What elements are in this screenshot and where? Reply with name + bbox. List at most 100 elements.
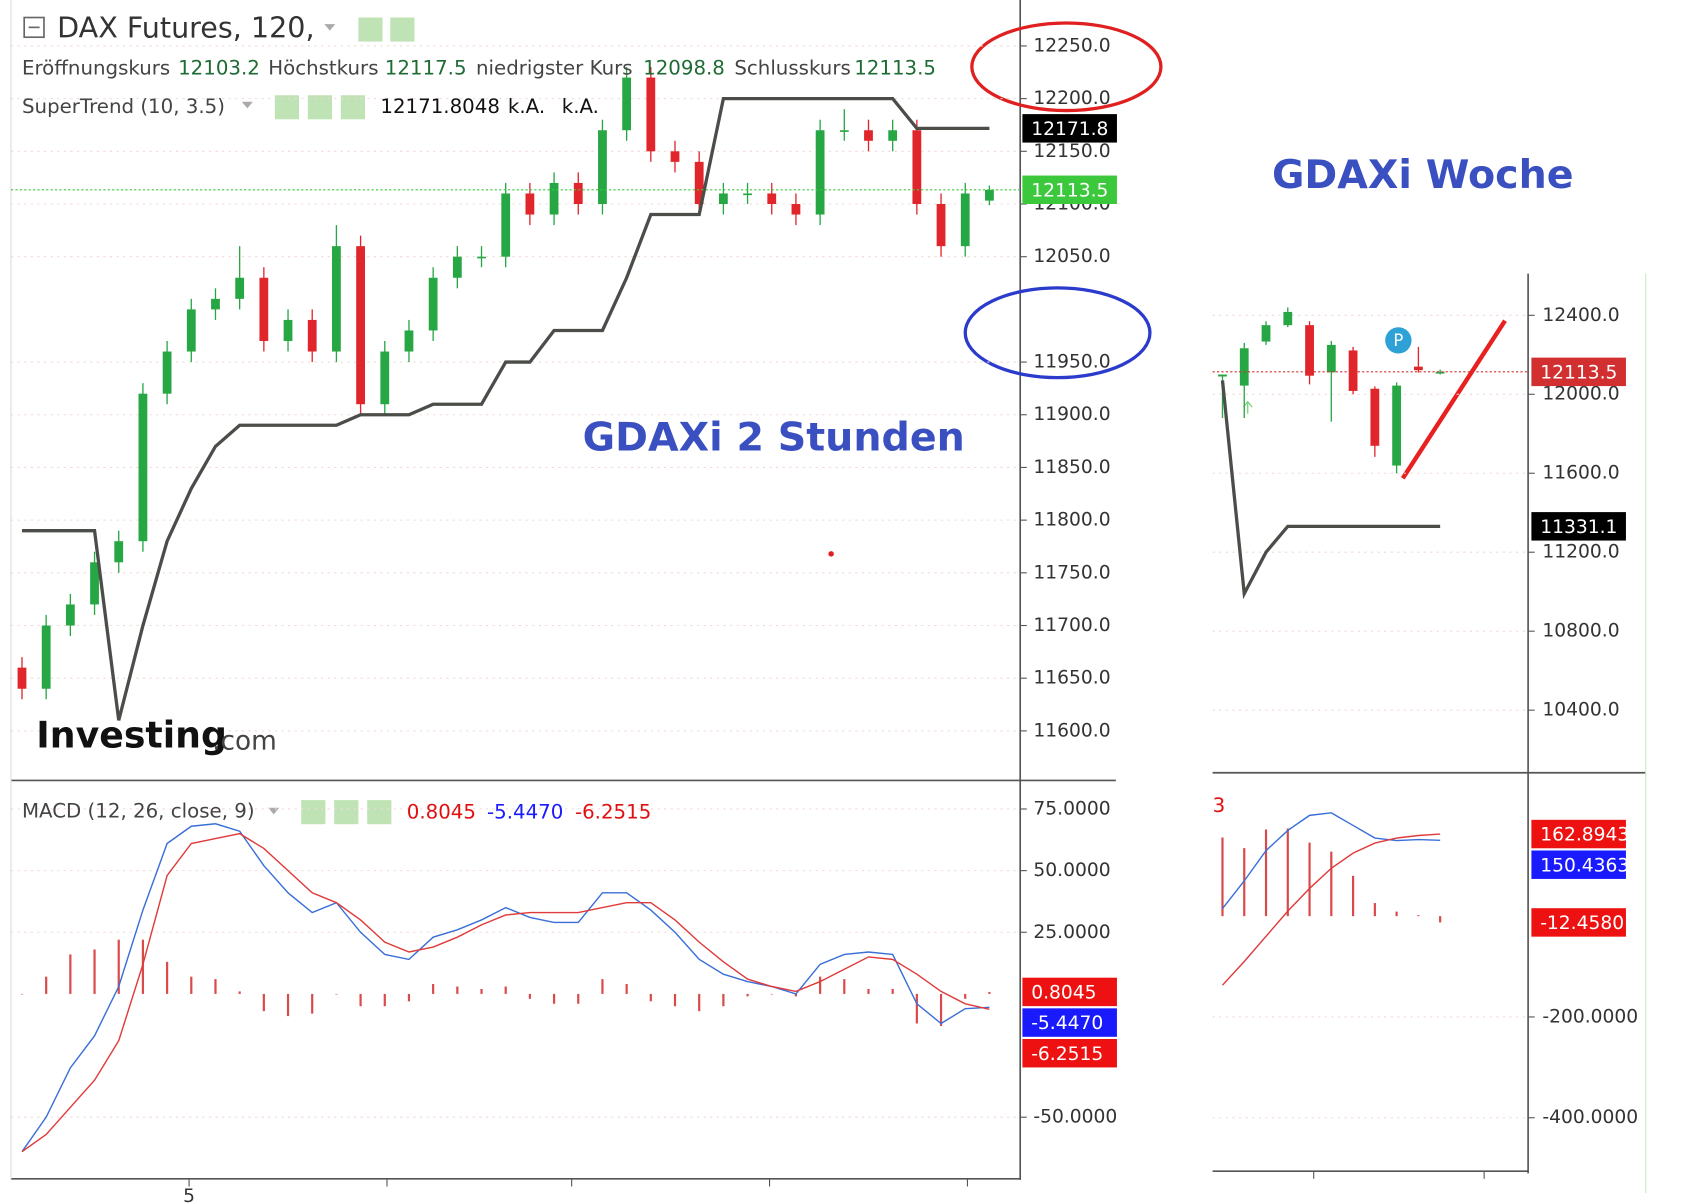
y-tick-label: 12150.0 bbox=[1033, 141, 1110, 162]
annotation: GDAXi 2 Stunden bbox=[583, 415, 965, 461]
candle-body bbox=[767, 193, 777, 205]
candle-body bbox=[622, 77, 632, 131]
indicator-label-box bbox=[1022, 114, 1117, 143]
macd-value-label: -5.4470 bbox=[1031, 1013, 1103, 1034]
histogram-bar bbox=[1439, 916, 1442, 923]
candle-body bbox=[307, 319, 317, 352]
y-tick-label: 11850.0 bbox=[1033, 457, 1110, 478]
histogram-bar bbox=[214, 979, 217, 994]
macd-value-label-box bbox=[1531, 908, 1626, 937]
candle-body bbox=[573, 182, 583, 205]
y-tick-label: 11750.0 bbox=[1033, 562, 1110, 583]
candle-body bbox=[936, 204, 946, 247]
ohlc-label: niedrigster Kurs bbox=[476, 56, 633, 79]
histogram-bar bbox=[601, 979, 604, 994]
ohlc-value: 12103.2 bbox=[178, 56, 260, 79]
y-tick-label: 75.0000 bbox=[1033, 799, 1110, 820]
macd-title: 3 bbox=[1213, 794, 1226, 817]
ohlc-value: 12098.8 bbox=[643, 56, 725, 79]
histogram-bar bbox=[166, 961, 169, 994]
histogram-bar bbox=[20, 993, 24, 995]
histogram-bar bbox=[93, 949, 96, 994]
histogram-bar bbox=[746, 993, 749, 997]
candle-body bbox=[428, 277, 438, 331]
indicator-na: k.A. bbox=[562, 95, 599, 118]
histogram-bar bbox=[1286, 828, 1289, 917]
layout: P bbox=[10, 0, 1647, 1194]
candle-body bbox=[718, 193, 728, 205]
y-tick-label: 10800.0 bbox=[1542, 621, 1619, 642]
indicator-label-box bbox=[1531, 512, 1626, 541]
histogram-bar bbox=[117, 939, 120, 994]
indicator-name: SuperTrend (10, 3.5) bbox=[22, 95, 225, 118]
candle-body bbox=[283, 319, 293, 341]
annotation: GDAXi Woche bbox=[1272, 152, 1574, 198]
candle-body bbox=[1392, 385, 1402, 466]
candle-body bbox=[694, 161, 704, 205]
histogram-bar bbox=[867, 988, 870, 994]
y-tick-label: 11950.0 bbox=[1033, 352, 1110, 373]
candle-body bbox=[743, 193, 752, 196]
histogram-bar bbox=[1330, 851, 1333, 917]
candle-body bbox=[1370, 388, 1380, 446]
histogram-bar bbox=[504, 986, 507, 994]
y-tick-label: 12250.0 bbox=[1033, 35, 1110, 56]
macd-value-label: 150.4363 bbox=[1540, 855, 1629, 876]
histogram-bar bbox=[456, 986, 459, 994]
price-label-box bbox=[1531, 357, 1626, 387]
candle-body bbox=[501, 193, 511, 257]
histogram-bar bbox=[819, 976, 822, 994]
y-tick-label: 11650.0 bbox=[1033, 668, 1110, 689]
candle-body bbox=[670, 151, 680, 162]
candle-body bbox=[839, 130, 849, 132]
histogram-bar bbox=[915, 993, 918, 1024]
histogram-bar bbox=[1243, 848, 1246, 917]
macd-line bbox=[21, 823, 990, 1153]
candle-body bbox=[1348, 350, 1358, 391]
candle-body bbox=[404, 330, 414, 352]
candle-body bbox=[380, 351, 390, 405]
y-tick-label: 12200.0 bbox=[1033, 88, 1110, 109]
histogram-bar bbox=[262, 993, 265, 1012]
histogram-bar bbox=[480, 988, 483, 994]
candle-body bbox=[1413, 366, 1423, 371]
candle-body bbox=[815, 130, 825, 215]
candle-body bbox=[138, 393, 148, 542]
candle-body bbox=[186, 309, 196, 352]
histogram-bar bbox=[1373, 903, 1376, 917]
histogram-bar bbox=[843, 979, 846, 994]
chart-title: DAX Futures, 120, bbox=[57, 12, 314, 45]
y-tick-label: 11900.0 bbox=[1033, 404, 1110, 425]
histogram-bar bbox=[286, 993, 290, 1017]
macd-header-value: 0.8045 bbox=[407, 801, 476, 824]
histogram-bar bbox=[1417, 915, 1420, 917]
macd-value-label-box bbox=[1531, 850, 1626, 879]
svg-text:P: P bbox=[1393, 331, 1403, 350]
candle-body bbox=[960, 193, 970, 247]
macd-value-label-box bbox=[1022, 1008, 1117, 1037]
macd-header-value: -6.2515 bbox=[575, 801, 651, 824]
candle-body bbox=[477, 256, 486, 259]
candle-body bbox=[1218, 374, 1227, 377]
candle-body bbox=[985, 189, 994, 201]
histogram-bar bbox=[432, 984, 435, 994]
candle-body bbox=[525, 193, 535, 215]
y-tick-label: 11200.0 bbox=[1542, 542, 1619, 563]
ohlc-value: 12117.5 bbox=[385, 56, 467, 79]
histogram-bar bbox=[698, 993, 701, 1012]
candle-body bbox=[211, 298, 220, 310]
candle-body bbox=[90, 562, 99, 605]
y-tick-label: 12050.0 bbox=[1033, 246, 1110, 267]
y-tick-label: 12400.0 bbox=[1542, 305, 1619, 326]
candle-body bbox=[1261, 325, 1271, 342]
candle-body bbox=[912, 130, 922, 205]
y-tick-label: 11800.0 bbox=[1033, 510, 1110, 531]
candle-body bbox=[114, 541, 124, 563]
histogram-bar bbox=[625, 984, 628, 994]
macd-line bbox=[21, 832, 990, 1153]
y-tick-label: -400.0000 bbox=[1542, 1107, 1638, 1128]
histogram-bar bbox=[649, 993, 652, 1002]
candle-body bbox=[65, 604, 75, 626]
macd-value-label: 0.8045 bbox=[1031, 983, 1096, 1004]
histogram-bar bbox=[964, 993, 967, 999]
